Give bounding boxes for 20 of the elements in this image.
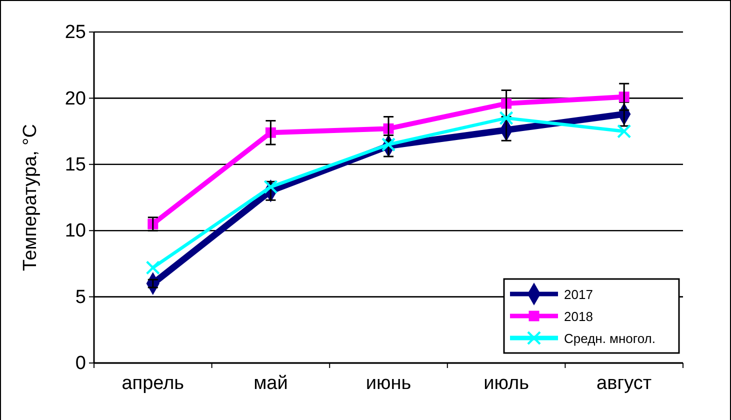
point bbox=[146, 260, 160, 275]
legend-label: Средн. многол. bbox=[564, 331, 656, 346]
y-tick-label: 20 bbox=[64, 88, 86, 110]
x-tick-label: июнь bbox=[366, 372, 412, 394]
point bbox=[381, 137, 396, 152]
point bbox=[499, 110, 514, 126]
legend-label: 2018 bbox=[564, 309, 593, 324]
y-axis-title: Температура, °С bbox=[20, 124, 41, 271]
legend-label: 2017 bbox=[564, 287, 593, 302]
point bbox=[617, 124, 632, 138]
x-tick-label: июль bbox=[484, 372, 530, 394]
x-tick-label: апрель bbox=[122, 372, 184, 394]
x-tick-label: май bbox=[254, 372, 288, 394]
x-tick-label: август bbox=[596, 372, 652, 394]
y-tick-label: 10 bbox=[64, 220, 86, 242]
y-tick-label: 0 bbox=[75, 353, 86, 374]
y-tick-label: 15 bbox=[64, 154, 86, 176]
point bbox=[264, 180, 278, 194]
y-tick-label: 25 bbox=[64, 22, 86, 44]
y-tick-label: 5 bbox=[75, 286, 86, 308]
